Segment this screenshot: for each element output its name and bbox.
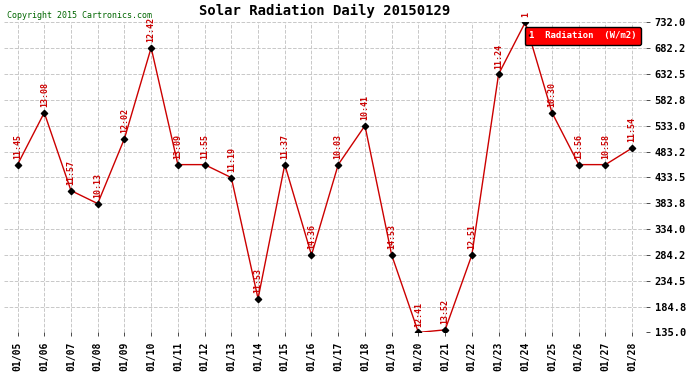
Point bbox=[119, 136, 130, 142]
Point bbox=[92, 201, 104, 207]
Text: Copyright 2015 Cartronics.com: Copyright 2015 Cartronics.com bbox=[7, 11, 152, 20]
Point bbox=[627, 145, 638, 151]
Point bbox=[386, 252, 397, 258]
Point bbox=[39, 110, 50, 116]
Legend: 1  Radiation  (W/m2): 1 Radiation (W/m2) bbox=[524, 27, 641, 45]
Text: 11:45: 11:45 bbox=[13, 134, 22, 159]
Point bbox=[413, 329, 424, 335]
Point bbox=[466, 252, 477, 258]
Text: 10:58: 10:58 bbox=[601, 134, 610, 159]
Text: 11:53: 11:53 bbox=[253, 268, 263, 293]
Point bbox=[226, 175, 237, 181]
Point bbox=[253, 296, 264, 302]
Text: 13:08: 13:08 bbox=[40, 82, 49, 107]
Point bbox=[520, 19, 531, 25]
Text: 11:37: 11:37 bbox=[280, 134, 289, 159]
Point bbox=[146, 45, 157, 51]
Text: 11:54: 11:54 bbox=[628, 117, 637, 142]
Text: 12:51: 12:51 bbox=[467, 225, 476, 249]
Text: 11:24: 11:24 bbox=[494, 44, 503, 69]
Point bbox=[493, 71, 504, 77]
Text: 10:13: 10:13 bbox=[93, 173, 102, 198]
Text: 14:36: 14:36 bbox=[307, 225, 316, 249]
Point bbox=[199, 162, 210, 168]
Point bbox=[359, 123, 371, 129]
Text: 1: 1 bbox=[521, 12, 530, 17]
Text: 10:30: 10:30 bbox=[548, 82, 557, 107]
Text: 11:57: 11:57 bbox=[66, 160, 75, 185]
Point bbox=[440, 327, 451, 333]
Text: 10:41: 10:41 bbox=[360, 95, 369, 120]
Text: 10:03: 10:03 bbox=[334, 134, 343, 159]
Text: 13:56: 13:56 bbox=[574, 134, 583, 159]
Title: Solar Radiation Daily 20150129: Solar Radiation Daily 20150129 bbox=[199, 4, 451, 18]
Text: 11:19: 11:19 bbox=[227, 147, 236, 172]
Point bbox=[546, 110, 558, 116]
Point bbox=[12, 162, 23, 168]
Text: 14:53: 14:53 bbox=[387, 225, 396, 249]
Point bbox=[573, 162, 584, 168]
Point bbox=[333, 162, 344, 168]
Text: 11:55: 11:55 bbox=[200, 134, 209, 159]
Text: 12:41: 12:41 bbox=[414, 302, 423, 327]
Text: 12:02: 12:02 bbox=[120, 108, 129, 133]
Point bbox=[66, 188, 77, 194]
Text: 12:42: 12:42 bbox=[147, 17, 156, 42]
Point bbox=[172, 162, 184, 168]
Point bbox=[306, 252, 317, 258]
Text: 13:52: 13:52 bbox=[441, 299, 450, 324]
Text: 13:09: 13:09 bbox=[173, 134, 182, 159]
Point bbox=[600, 162, 611, 168]
Point bbox=[279, 162, 290, 168]
